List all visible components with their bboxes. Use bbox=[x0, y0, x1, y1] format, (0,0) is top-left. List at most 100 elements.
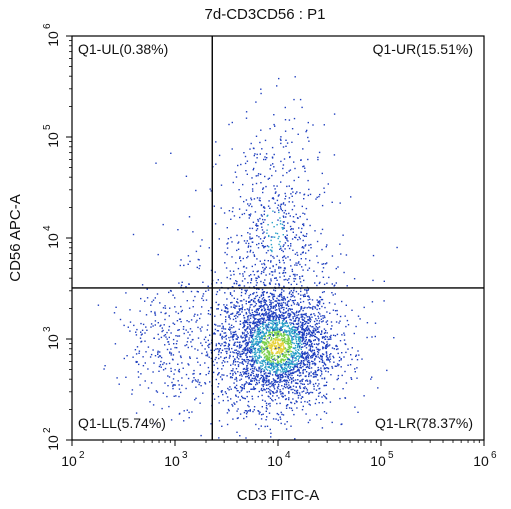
scatter-point bbox=[293, 368, 295, 370]
scatter-point bbox=[285, 381, 287, 383]
scatter-point bbox=[299, 380, 301, 383]
scatter-point bbox=[289, 315, 291, 318]
scatter-point bbox=[265, 284, 267, 287]
scatter-point bbox=[295, 317, 297, 320]
scatter-point bbox=[259, 173, 262, 175]
scatter-point bbox=[180, 391, 182, 394]
scatter-point bbox=[311, 326, 313, 328]
scatter-point bbox=[248, 376, 250, 379]
scatter-point bbox=[246, 240, 248, 242]
scatter-point bbox=[272, 210, 274, 212]
scatter-point bbox=[118, 383, 120, 385]
scatter-point bbox=[271, 332, 273, 335]
scatter-point bbox=[263, 319, 265, 321]
scatter-point bbox=[303, 338, 305, 340]
scatter-point bbox=[252, 343, 254, 345]
scatter-point bbox=[267, 395, 269, 397]
scatter-point bbox=[333, 361, 335, 363]
scatter-point bbox=[276, 309, 278, 311]
scatter-point bbox=[256, 243, 258, 246]
scatter-point bbox=[303, 387, 306, 390]
scatter-point bbox=[204, 383, 207, 385]
scatter-point bbox=[205, 341, 207, 343]
scatter-point bbox=[272, 297, 274, 299]
scatter-point bbox=[324, 335, 327, 338]
scatter-point bbox=[312, 308, 314, 310]
scatter-point bbox=[249, 312, 251, 315]
scatter-point bbox=[176, 340, 178, 342]
scatter-point bbox=[152, 371, 154, 373]
scatter-point bbox=[304, 369, 306, 371]
scatter-point bbox=[261, 345, 263, 348]
scatter-point bbox=[221, 335, 223, 338]
scatter-point bbox=[257, 344, 259, 346]
scatter-point bbox=[295, 390, 298, 392]
scatter-point bbox=[157, 333, 159, 336]
scatter-point bbox=[317, 328, 319, 330]
scatter-point bbox=[225, 342, 227, 344]
scatter-point bbox=[163, 324, 165, 326]
scatter-point bbox=[221, 349, 224, 351]
scatter-point bbox=[225, 350, 227, 353]
scatter-point bbox=[264, 353, 266, 355]
scatter-point bbox=[230, 331, 232, 333]
y-tick-label: 10 bbox=[45, 233, 61, 249]
scatter-point bbox=[297, 326, 300, 328]
scatter-point bbox=[177, 229, 179, 231]
scatter-point bbox=[252, 299, 255, 302]
scatter-point bbox=[275, 314, 277, 316]
scatter-point bbox=[278, 308, 280, 310]
scatter-point bbox=[322, 302, 325, 305]
scatter-point bbox=[284, 367, 286, 370]
scatter-point bbox=[330, 328, 332, 330]
scatter-point bbox=[283, 341, 286, 344]
scatter-point bbox=[222, 360, 225, 362]
scatter-point bbox=[229, 292, 232, 294]
scatter-point bbox=[280, 371, 282, 373]
scatter-point bbox=[209, 313, 211, 316]
scatter-point bbox=[277, 333, 279, 335]
scatter-point bbox=[239, 300, 242, 302]
scatter-point bbox=[309, 347, 312, 349]
scatter-point bbox=[307, 136, 309, 139]
scatter-point bbox=[159, 364, 162, 366]
scatter-point bbox=[283, 309, 285, 311]
scatter-point bbox=[281, 370, 284, 372]
scatter-point bbox=[202, 281, 204, 283]
scatter-point bbox=[247, 326, 249, 328]
scatter-point bbox=[265, 319, 267, 322]
scatter-point bbox=[239, 399, 241, 401]
scatter-point bbox=[288, 331, 291, 334]
scatter-point bbox=[256, 294, 259, 297]
scatter-point bbox=[341, 300, 343, 303]
scatter-point bbox=[218, 154, 221, 157]
scatter-point bbox=[273, 367, 276, 370]
scatter-point bbox=[252, 410, 254, 413]
scatter-point bbox=[277, 332, 279, 334]
scatter-point bbox=[258, 312, 261, 314]
scatter-point bbox=[208, 343, 210, 346]
scatter-point bbox=[276, 331, 279, 333]
scatter-point bbox=[295, 192, 297, 195]
scatter-point bbox=[234, 403, 236, 405]
scatter-point bbox=[293, 296, 296, 298]
scatter-point bbox=[257, 174, 259, 177]
scatter-point bbox=[276, 324, 278, 327]
scatter-point bbox=[282, 353, 285, 355]
scatter-point bbox=[275, 300, 278, 302]
scatter-point bbox=[285, 398, 288, 400]
scatter-point bbox=[288, 170, 290, 172]
scatter-point bbox=[297, 394, 300, 397]
scatter-point bbox=[276, 352, 279, 354]
scatter-point bbox=[226, 276, 228, 279]
scatter-point bbox=[287, 377, 290, 379]
scatter-point bbox=[290, 365, 292, 368]
scatter-point bbox=[276, 358, 278, 361]
scatter-point bbox=[302, 269, 304, 271]
scatter-point bbox=[248, 359, 251, 362]
scatter-point bbox=[250, 213, 252, 215]
scatter-point bbox=[243, 298, 245, 301]
scatter-point bbox=[297, 133, 299, 135]
scatter-point bbox=[298, 340, 300, 343]
scatter-point bbox=[221, 425, 223, 427]
